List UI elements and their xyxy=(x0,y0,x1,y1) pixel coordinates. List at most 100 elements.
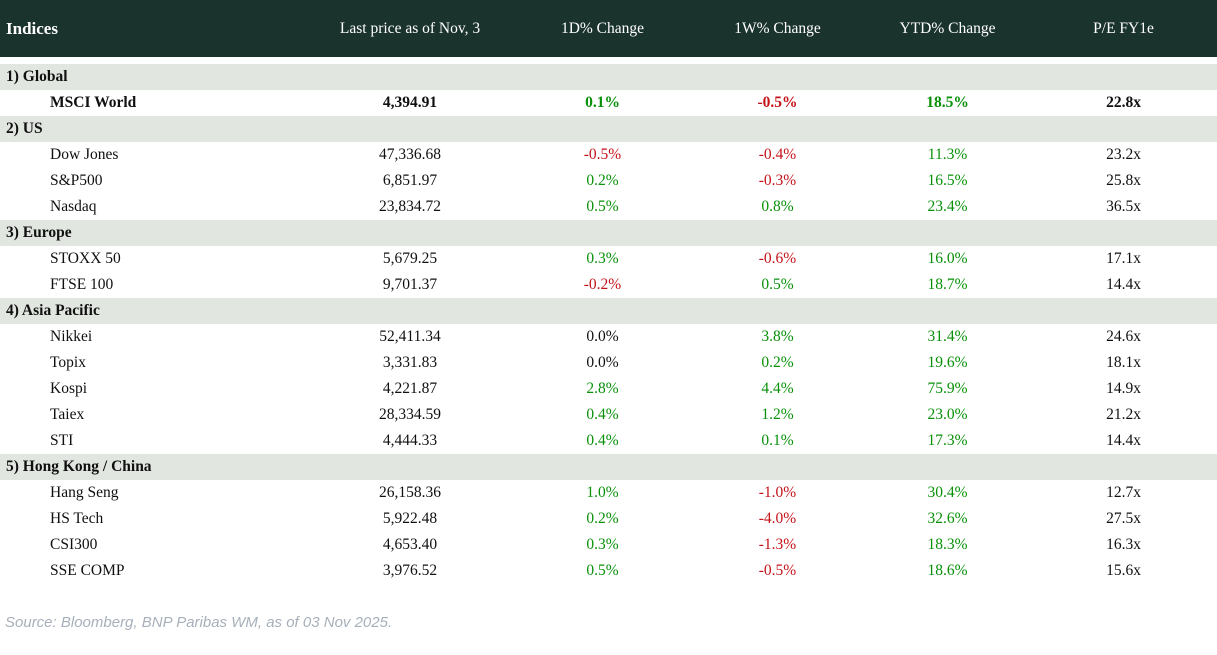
source-note: Source: Bloomberg, BNP Paribas WM, as of… xyxy=(5,614,393,631)
section-row: 4) Asia Pacific xyxy=(0,298,1217,324)
d1-change-cell: -0.2% xyxy=(583,276,622,293)
last-price-cell: 9,701.37 xyxy=(382,276,438,293)
table-row: Hang Seng 26,158.36 1.0% -1.0% 30.4% 12.7x xyxy=(0,480,1217,506)
table-row: FTSE 100 9,701.37 -0.2% 0.5% 18.7% 14.4x xyxy=(0,272,1217,298)
d1-change-cell: 0.5% xyxy=(586,562,619,579)
section-row: 1) Global xyxy=(0,64,1217,90)
header-gap xyxy=(0,57,1217,64)
indices-table: Indices Last price as of Nov, 3 1D% Chan… xyxy=(0,0,1217,631)
d1-change-cell: -0.5% xyxy=(583,146,622,163)
last-price-cell: 6,851.97 xyxy=(382,172,438,189)
ytd-change-cell: 16.5% xyxy=(927,172,968,189)
d1-change-cell: 0.3% xyxy=(586,536,619,553)
pe-fy1e-cell: 18.1x xyxy=(1106,354,1141,371)
pe-fy1e-cell: 36.5x xyxy=(1106,198,1141,215)
d1-change-cell: 0.2% xyxy=(586,510,619,527)
last-price-cell: 4,394.91 xyxy=(382,94,438,111)
index-name-cell: Taiex xyxy=(50,406,85,423)
index-name-cell: Topix xyxy=(50,354,86,371)
index-name-cell: SSE COMP xyxy=(50,562,125,579)
column-header-ytd-change: YTD% Change xyxy=(899,19,996,37)
table-row: Nikkei 52,411.34 0.0% 3.8% 31.4% 24.6x xyxy=(0,324,1217,350)
w1-change-cell: -4.0% xyxy=(758,510,797,527)
index-name-cell: STOXX 50 xyxy=(50,250,121,267)
ytd-change-cell: 16.0% xyxy=(927,250,968,267)
column-header-1w-change: 1W% Change xyxy=(734,19,821,37)
pe-fy1e-cell: 24.6x xyxy=(1106,328,1141,345)
pe-fy1e-cell: 23.2x xyxy=(1106,146,1141,163)
table-header-row: Indices Last price as of Nov, 3 1D% Chan… xyxy=(0,0,1217,57)
pe-fy1e-cell: 16.3x xyxy=(1106,536,1141,553)
ytd-change-cell: 18.5% xyxy=(926,94,969,111)
ytd-change-cell: 11.3% xyxy=(927,146,968,163)
index-name-cell: Hang Seng xyxy=(50,484,119,501)
pe-fy1e-cell: 14.9x xyxy=(1106,380,1141,397)
last-price-cell: 52,411.34 xyxy=(379,328,441,345)
last-price-cell: 28,334.59 xyxy=(379,406,441,423)
d1-change-cell: 0.3% xyxy=(586,250,619,267)
pe-fy1e-cell: 14.4x xyxy=(1106,432,1141,449)
ytd-change-cell: 23.4% xyxy=(927,198,968,215)
last-price-cell: 5,922.48 xyxy=(382,510,438,527)
ytd-change-cell: 31.4% xyxy=(927,328,968,345)
table-row: Taiex 28,334.59 0.4% 1.2% 23.0% 21.2x xyxy=(0,402,1217,428)
ytd-change-cell: 18.7% xyxy=(927,276,968,293)
last-price-cell: 26,158.36 xyxy=(379,484,441,501)
w1-change-cell: -0.6% xyxy=(758,250,797,267)
d1-change-cell: 0.4% xyxy=(586,406,619,423)
w1-change-cell: 4.4% xyxy=(761,380,794,397)
last-price-cell: 4,653.40 xyxy=(382,536,438,553)
table-row: Dow Jones 47,336.68 -0.5% -0.4% 11.3% 23.2x xyxy=(0,142,1217,168)
index-name-cell: Dow Jones xyxy=(50,146,119,163)
table-row: SSE COMP 3,976.52 0.5% -0.5% 18.6% 15.6x xyxy=(0,558,1217,584)
pe-fy1e-cell: 12.7x xyxy=(1106,484,1141,501)
column-header-1d-change: 1D% Change xyxy=(560,19,645,37)
table-row: Topix 3,331.83 0.0% 0.2% 19.6% 18.1x xyxy=(0,350,1217,376)
index-name-cell: CSI300 xyxy=(50,536,98,553)
table-row: STI 4,444.33 0.4% 0.1% 17.3% 14.4x xyxy=(0,428,1217,454)
index-name-cell: HS Tech xyxy=(50,510,104,527)
index-name-cell: Nasdaq xyxy=(50,198,97,215)
table-body: 1) Global MSCI World 4,394.91 0.1% -0.5% 18.5… xyxy=(0,64,1217,584)
w1-change-cell: 3.8% xyxy=(761,328,794,345)
pe-fy1e-cell: 15.6x xyxy=(1106,562,1141,579)
table-row: S&P500 6,851.97 0.2% -0.3% 16.5% 25.8x xyxy=(0,168,1217,194)
table-row: STOXX 50 5,679.25 0.3% -0.6% 16.0% 17.1x xyxy=(0,246,1217,272)
index-name-cell: Nikkei xyxy=(50,328,93,345)
section-row: 5) Hong Kong / China xyxy=(0,454,1217,480)
d1-change-cell: 0.2% xyxy=(586,172,619,189)
table-row: CSI300 4,653.40 0.3% -1.3% 18.3% 16.3x xyxy=(0,532,1217,558)
w1-change-cell: 0.1% xyxy=(761,432,794,449)
last-price-cell: 3,331.83 xyxy=(382,354,438,371)
ytd-change-cell: 23.0% xyxy=(927,406,968,423)
table-row: Kospi 4,221.87 2.8% 4.4% 75.9% 14.9x xyxy=(0,376,1217,402)
ytd-change-cell: 17.3% xyxy=(927,432,968,449)
d1-change-cell: 0.1% xyxy=(585,94,620,111)
ytd-change-cell: 32.6% xyxy=(927,510,968,527)
w1-change-cell: 0.2% xyxy=(761,354,794,371)
ytd-change-cell: 75.9% xyxy=(927,380,968,397)
w1-change-cell: -0.5% xyxy=(757,94,798,111)
index-name-cell: Kospi xyxy=(50,380,88,397)
w1-change-cell: -1.0% xyxy=(758,484,797,501)
d1-change-cell: 0.5% xyxy=(586,198,619,215)
last-price-cell: 4,444.33 xyxy=(382,432,438,449)
table-row: Nasdaq 23,834.72 0.5% 0.8% 23.4% 36.5x xyxy=(0,194,1217,220)
d1-change-cell: 0.0% xyxy=(586,328,619,345)
last-price-cell: 47,336.68 xyxy=(379,146,441,163)
w1-change-cell: 1.2% xyxy=(761,406,794,423)
w1-change-cell: -1.3% xyxy=(758,536,797,553)
d1-change-cell: 1.0% xyxy=(586,484,619,501)
page-title: Indices xyxy=(6,18,58,38)
index-name-cell: S&P500 xyxy=(50,172,103,189)
w1-change-cell: -0.5% xyxy=(758,562,797,579)
section-row: 3) Europe xyxy=(0,220,1217,246)
section-row: 2) US xyxy=(0,116,1217,142)
table-row: HS Tech 5,922.48 0.2% -4.0% 32.6% 27.5x xyxy=(0,506,1217,532)
index-name-cell: STI xyxy=(50,432,74,449)
table-row: MSCI World 4,394.91 0.1% -0.5% 18.5% 22.8x xyxy=(0,90,1217,116)
d1-change-cell: 0.4% xyxy=(586,432,619,449)
pe-fy1e-cell: 27.5x xyxy=(1106,510,1141,527)
pe-fy1e-cell: 21.2x xyxy=(1106,406,1141,423)
ytd-change-cell: 19.6% xyxy=(927,354,968,371)
